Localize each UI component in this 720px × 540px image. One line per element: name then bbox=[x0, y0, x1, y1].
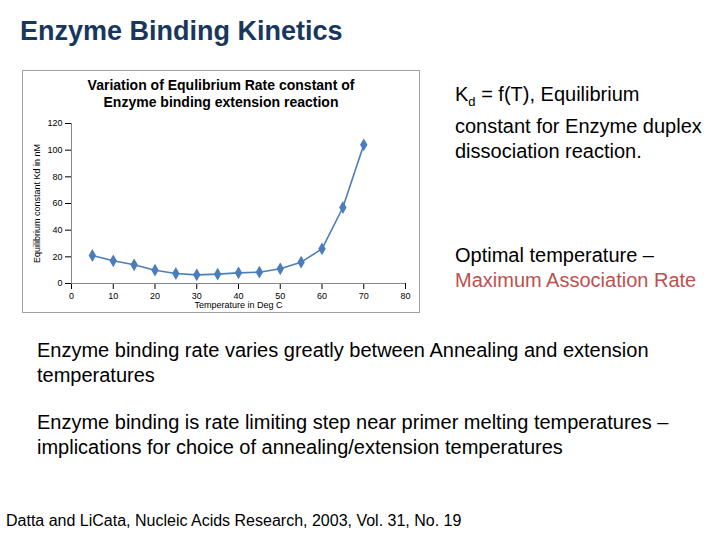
svg-text:Temperature in Deg C: Temperature in Deg C bbox=[194, 300, 283, 310]
svg-text:80: 80 bbox=[400, 291, 410, 301]
svg-text:Equilibrium constant Kd in nM: Equilibrium constant Kd in nM bbox=[32, 144, 42, 263]
svg-text:40: 40 bbox=[52, 225, 62, 235]
html-text:Kd= f(T), Equilibrium constant: Kd= f(T), Equilibrium constant for Enzym… bbox=[455, 83, 702, 162]
html-text:Variation of Equlibrium Rate c: Variation of Equlibrium Rate constant of… bbox=[87, 77, 355, 110]
html-text:Enzyme binding rate varies gre: Enzyme binding rate varies greatly betwe… bbox=[37, 339, 649, 386]
html-text:Enzyme binding is rate limitin: Enzyme binding is rate limiting step nea… bbox=[37, 411, 669, 458]
svg-text:20: 20 bbox=[52, 252, 62, 262]
svg-text:70: 70 bbox=[359, 291, 369, 301]
svg-text:0: 0 bbox=[69, 291, 74, 301]
svg-text:60: 60 bbox=[52, 198, 62, 208]
html-text:Datta and LiCata, Nucleic Acid: Datta and LiCata, Nucleic Acids Research… bbox=[6, 512, 462, 529]
svg-text:40: 40 bbox=[233, 290, 244, 301]
html-text:Enzyme Binding Kinetics: Enzyme Binding Kinetics bbox=[20, 16, 343, 46]
svg-text:80: 80 bbox=[52, 172, 62, 182]
svg-text:100: 100 bbox=[47, 145, 62, 155]
svg-text:0: 0 bbox=[57, 278, 62, 288]
html-text:Maximum Association Rate: Maximum Association Rate bbox=[455, 269, 697, 291]
svg-text:120: 120 bbox=[47, 118, 62, 128]
svg-text:30: 30 bbox=[191, 290, 202, 301]
svg-text:10: 10 bbox=[108, 291, 118, 301]
svg-text:60: 60 bbox=[317, 291, 327, 301]
svg-text:20: 20 bbox=[150, 291, 160, 301]
html-text:Optimal temperature –: Optimal temperature – bbox=[455, 244, 654, 266]
svg-text:50: 50 bbox=[275, 290, 286, 301]
